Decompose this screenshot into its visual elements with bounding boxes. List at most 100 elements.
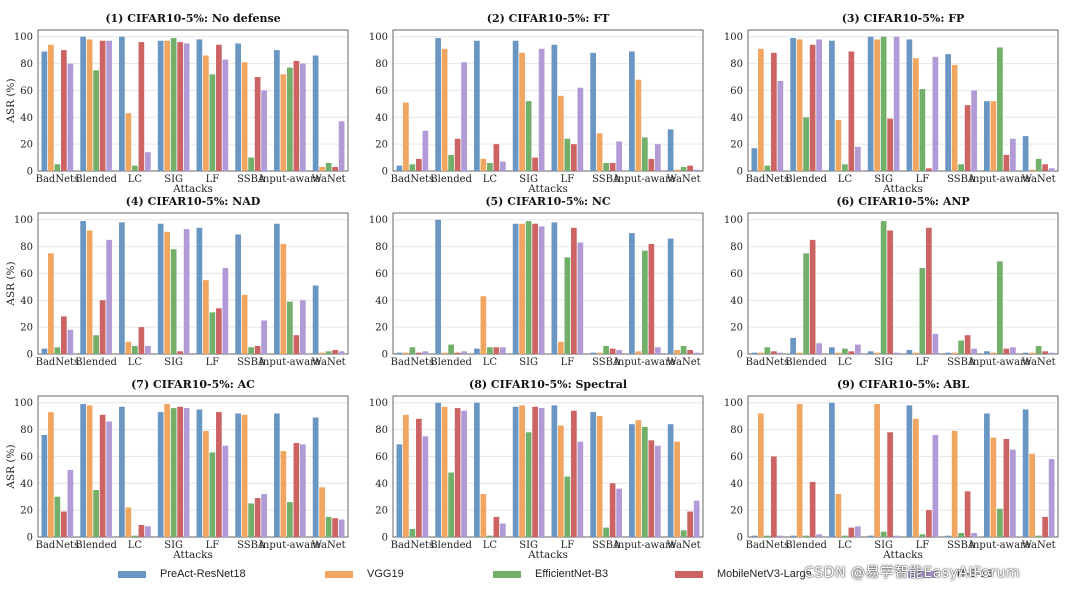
bar [119, 406, 125, 537]
bar [106, 421, 112, 537]
x-tick-label: LF [206, 357, 220, 368]
x-tick-label: Blended [785, 357, 827, 368]
y-tick-label: 40 [375, 296, 388, 307]
bar [403, 352, 409, 354]
bar [177, 42, 183, 172]
bar [893, 352, 900, 354]
x-tick-label: WaNet [312, 174, 346, 185]
bar [984, 101, 990, 171]
bar [848, 527, 855, 537]
y-tick-label: 80 [375, 425, 388, 436]
bar [551, 222, 558, 354]
bar [216, 44, 222, 171]
bar [764, 535, 771, 537]
bar [235, 43, 241, 171]
y-tick-label: 100 [14, 398, 33, 409]
bar [319, 166, 325, 171]
y-tick-label: 80 [730, 59, 743, 70]
bar [86, 405, 93, 537]
bar [293, 443, 300, 537]
bar [680, 345, 687, 354]
bar [558, 425, 564, 537]
axes-frame [747, 395, 1059, 538]
legend-swatch [325, 570, 353, 578]
bar [609, 162, 616, 171]
bar [855, 526, 861, 537]
y-axis-label: ASR (%) [5, 261, 17, 306]
bar [945, 352, 951, 354]
legend-entry: VGG19 [325, 566, 404, 582]
bar [1048, 168, 1055, 171]
bar [454, 408, 461, 537]
bar [461, 351, 467, 354]
bar [687, 511, 693, 537]
bar [609, 348, 616, 354]
y-tick-label: 80 [20, 59, 33, 70]
bar [971, 348, 977, 354]
bar [919, 89, 926, 171]
x-tick-label: Blended [430, 357, 472, 368]
bar [332, 518, 338, 537]
bar [532, 406, 538, 537]
y-tick-label: 0 [27, 533, 33, 544]
bar [493, 347, 500, 354]
bar [183, 229, 190, 354]
bar [280, 74, 287, 171]
y-tick-label: 60 [730, 86, 743, 97]
bar [93, 335, 99, 354]
bar [874, 404, 880, 537]
bar [525, 101, 532, 171]
bar [777, 535, 784, 537]
bar [61, 316, 67, 354]
chart-title: (8) CIFAR10-5%: Spectral [469, 378, 627, 391]
bar [693, 352, 700, 354]
bar [777, 352, 784, 354]
y-tick-label: 80 [375, 59, 388, 70]
bar [790, 38, 796, 172]
bar [867, 351, 874, 354]
y-tick-label: 0 [382, 533, 388, 544]
bar [997, 261, 1003, 354]
chart-title: (5) CIFAR10-5%: NC [485, 195, 611, 208]
axes-frame [37, 395, 349, 538]
bar [609, 483, 616, 537]
bar [474, 40, 480, 171]
x-tick-label: Input-aware [614, 357, 676, 368]
y-tick-label: 100 [369, 398, 388, 409]
y-tick-label: 40 [20, 479, 33, 490]
legend-label: PreAct-ResNet18 [160, 568, 246, 580]
y-tick-label: 0 [737, 533, 743, 544]
bar [629, 51, 635, 171]
legend-label: MobileNetV3-Large [717, 568, 812, 580]
bar [157, 223, 164, 354]
bar [1010, 138, 1016, 171]
bar [842, 535, 848, 537]
legend-label: EfficientNet-B3 [535, 568, 609, 580]
bar [764, 347, 771, 354]
bar [1029, 169, 1035, 171]
y-tick-label: 100 [14, 32, 33, 43]
bar [338, 351, 345, 354]
bar [254, 345, 261, 354]
bar [616, 488, 622, 537]
bar [461, 62, 467, 172]
bar [196, 409, 203, 537]
y-tick-label: 60 [375, 86, 388, 97]
bar [551, 44, 558, 171]
x-axis-label: Attacks [527, 183, 568, 195]
bar [125, 113, 132, 171]
x-tick-label: LF [916, 540, 930, 551]
x-tick-label: SSBA [947, 357, 976, 368]
chart-title: (3) CIFAR10-5%: FP [842, 12, 965, 25]
bar [325, 351, 332, 354]
bar [261, 320, 267, 354]
bar [803, 253, 809, 354]
bar [157, 412, 164, 537]
axes-frame [392, 29, 704, 172]
bar [99, 414, 106, 537]
x-tick-label: BadNets [36, 540, 80, 551]
y-tick-label: 20 [730, 323, 743, 334]
